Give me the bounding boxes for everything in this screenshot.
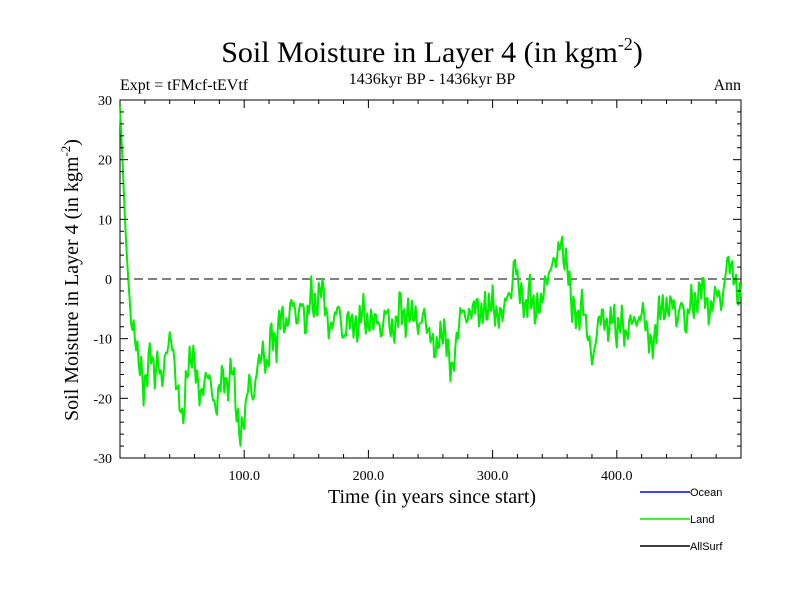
x-tick-label: 300.0 [477,469,509,484]
period-label: 1436kyr BP - 1436kyr BP [349,71,516,88]
chart-title: Soil Moisture in Layer 4 (in kgm-2) [221,34,643,69]
y-tick-label: -20 [93,392,112,407]
y-tick-label: 10 [98,213,112,228]
x-tick-label: 100.0 [228,469,260,484]
y-tick-label: 30 [98,94,112,109]
y-tick-label: 20 [98,154,112,169]
season-label: Ann [713,77,741,94]
x-tick-label: 200.0 [353,469,385,484]
x-tick-label: 400.0 [601,469,633,484]
y-tick-label: -10 [93,333,112,348]
y-axis-label: Soil Moisture in Layer 4 (in kgm-2) [58,139,83,421]
legend-label-allsurf: AllSurf [690,541,723,553]
series-line-land [119,105,742,447]
x-axis-label: Time (in years since start) [328,486,536,508]
legend-label-land: Land [690,514,714,526]
legend-label-ocean: Ocean [690,487,722,499]
y-tick-label: 0 [105,273,112,288]
experiment-label: Expt = tFMcf-tEVtf [120,77,249,94]
y-tick-label: -30 [93,452,112,467]
